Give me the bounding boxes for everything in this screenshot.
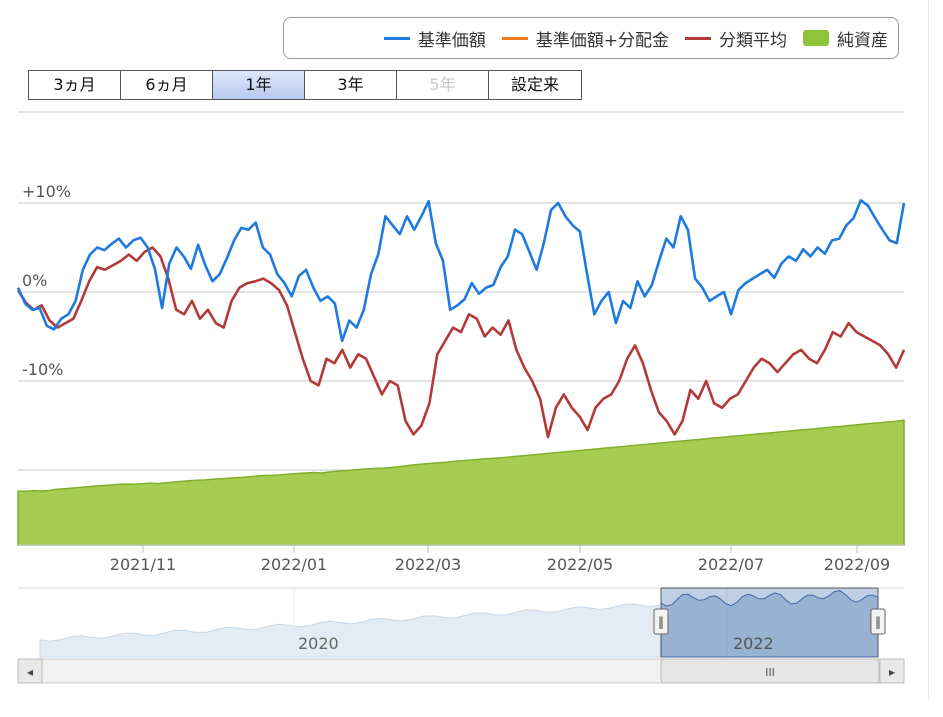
range-selector: 3ヵ月 6ヵ月 1年 3年 5年 設定来 — [28, 70, 582, 100]
legend-item-3[interactable]: 純資産 — [803, 26, 888, 51]
legend-item-1[interactable]: 基準価額+分配金 — [501, 26, 669, 51]
legend-swatch-2 — [685, 36, 711, 40]
x-tick-label-2: 2022/03 — [395, 555, 461, 574]
legend-swatch-1 — [501, 36, 528, 40]
navigator-area — [39, 603, 662, 658]
x-tick-label-4: 2022/07 — [698, 555, 764, 574]
y-tick-label-1: 0% — [22, 271, 47, 290]
net-assets-area — [17, 419, 905, 546]
scrollbar-right-button[interactable] — [879, 658, 905, 684]
navigator-right-handle-glyph: ‖ — [875, 615, 881, 629]
legend-label-0: 基準価額 — [417, 30, 486, 51]
legend-item-2[interactable]: 分類平均 — [685, 26, 787, 51]
legend-label-2: 分類平均 — [719, 30, 787, 51]
series-net-assets — [17, 419, 905, 546]
range-button-4: 5年 — [397, 71, 489, 99]
legend-label-3: 純資産 — [837, 30, 888, 51]
legend-item-0[interactable]: 基準価額 — [383, 26, 486, 51]
range-button-1[interactable]: 6ヵ月 — [121, 71, 213, 99]
navigator-selected-area — [660, 590, 879, 658]
range-button-0[interactable]: 3ヵ月 — [29, 71, 121, 99]
x-axis-ticks: 2021/11 2022/01 2022/03 2022/05 2022/07 2022/… — [110, 545, 890, 574]
scrollbar-thumb[interactable] — [660, 658, 880, 684]
scrollbar-left-button[interactable] — [17, 658, 43, 684]
series-lines — [16, 199, 906, 439]
range-button-3[interactable]: 3年 — [305, 71, 397, 99]
navigator-left-handle[interactable]: ‖ — [653, 608, 669, 635]
y-gridlines — [18, 202, 904, 471]
series-line-1 — [16, 246, 906, 439]
legend-label-1: 基準価額+分配金 — [535, 30, 669, 51]
navigator-label-2022: 2022 — [733, 634, 774, 653]
x-tick-label-0: 2021/11 — [110, 555, 176, 574]
x-tick-label-3: 2022/05 — [547, 555, 613, 574]
y-tick-label-2: -10% — [22, 360, 63, 379]
x-tick-label-1: 2022/01 — [261, 555, 327, 574]
navigator-label-2020: 2020 — [298, 634, 339, 653]
navigator-right-handle[interactable]: ‖ — [870, 608, 886, 635]
series-line-0 — [16, 199, 906, 343]
navigator-left-handle-glyph: ‖ — [658, 615, 664, 629]
navigator[interactable]: ‖ ‖ 2020 2022 — [18, 587, 904, 658]
range-button-5[interactable]: 設定来 — [489, 71, 581, 99]
chart-svg: +10%0%-10% 2021/11 2022/01 2022/03 2022/05 2… — [16, 111, 906, 684]
legend-swatch-0 — [383, 36, 410, 40]
legend-swatch-3 — [803, 30, 829, 46]
page-side-divider — [928, 0, 929, 700]
scrollbar-left-arrow: ◂ — [27, 665, 33, 679]
scrollbar-right-arrow: ▸ — [889, 665, 895, 679]
y-tick-label-0: +10% — [22, 182, 71, 201]
range-button-2[interactable]: 1年 — [213, 71, 305, 99]
scrollbar-grip: III — [765, 666, 775, 679]
scrollbar[interactable]: ◂ III ▸ — [17, 658, 905, 684]
x-tick-label-5: 2022/09 — [824, 555, 890, 574]
chart-legend: 基準価額 基準価額+分配金 分類平均 純資産 — [283, 17, 899, 59]
y-axis-labels: +10% 0% -10% — [22, 182, 71, 379]
